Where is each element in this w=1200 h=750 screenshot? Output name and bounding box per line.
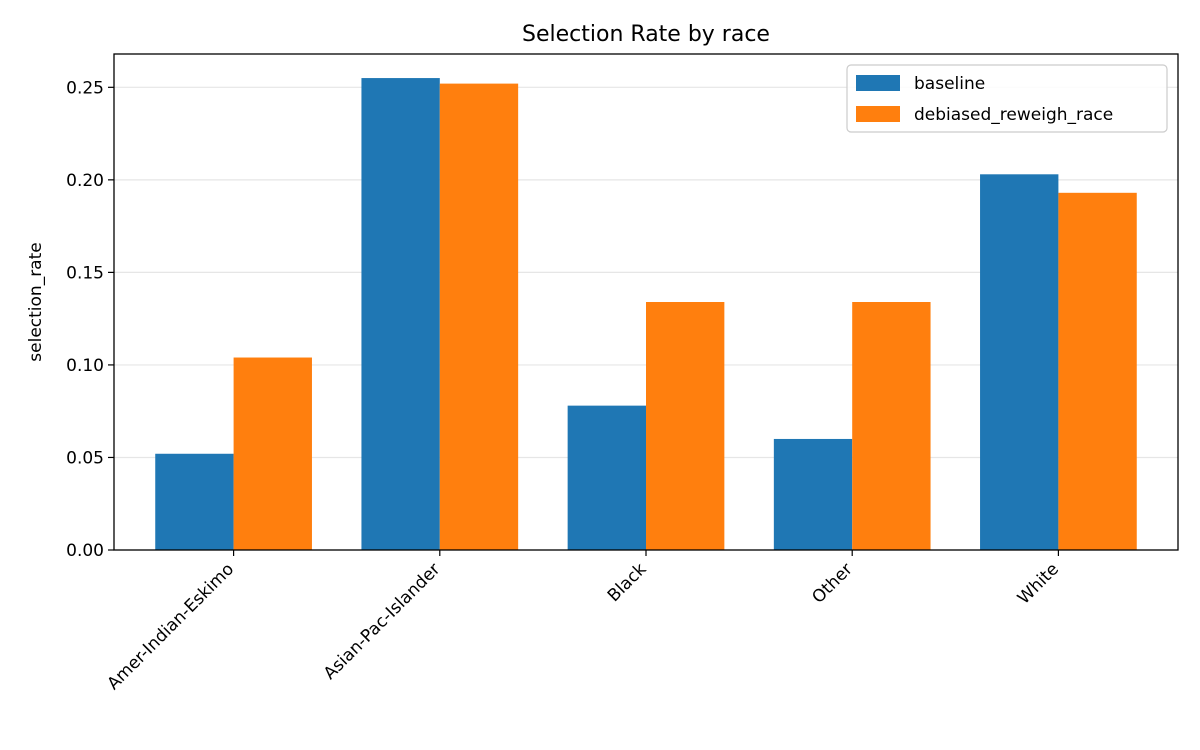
legend-label: baseline xyxy=(914,74,985,94)
bar-baseline-Asian-Pac-Islander xyxy=(361,78,440,551)
bar-debiased_reweigh_race-Asian-Pac-Islander xyxy=(439,83,519,550)
legend-box xyxy=(846,64,1168,133)
y-axis: 0.00 0.05 0.10 0.15 0.20 0.25 xyxy=(66,78,114,561)
y-tick-label: 0.15 xyxy=(66,263,104,283)
bars xyxy=(155,78,1137,551)
y-axis-label: selection_rate xyxy=(26,242,46,361)
bar-baseline-Black xyxy=(567,405,646,550)
bar-debiased_reweigh_race-Amer-Indian-Eskimo xyxy=(233,357,312,550)
bar-debiased_reweigh_race-White xyxy=(1058,192,1137,550)
y-tick-label: 0.25 xyxy=(66,78,104,98)
y-tick-label: 0.05 xyxy=(66,448,104,468)
bar-baseline-Amer-Indian-Eskimo xyxy=(155,453,234,550)
y-tick-label: 0.10 xyxy=(66,356,104,376)
bar-baseline-White xyxy=(980,174,1059,550)
chart-title: Selection Rate by race xyxy=(522,22,770,47)
y-tick-label: 0.20 xyxy=(66,171,104,191)
legend-swatch xyxy=(856,75,900,91)
legend: baseline debiased_reweigh_race xyxy=(846,64,1168,133)
bar-baseline-Other xyxy=(773,438,853,550)
legend-swatch xyxy=(856,106,900,122)
bar-debiased_reweigh_race-Black xyxy=(646,302,725,550)
y-tick-label: 0.00 xyxy=(66,541,104,561)
bar-debiased_reweigh_race-Other xyxy=(852,302,931,550)
legend-label: debiased_reweigh_race xyxy=(914,105,1113,125)
